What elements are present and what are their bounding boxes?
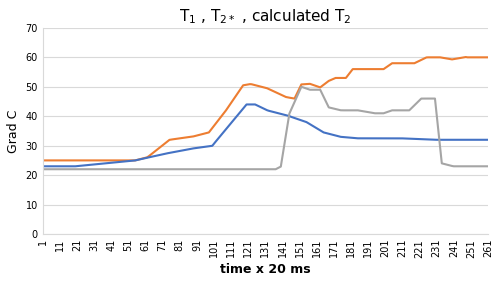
Y-axis label: Grad C: Grad C	[7, 109, 20, 153]
X-axis label: time x 20 ms: time x 20 ms	[220, 263, 310, 276]
Title: T$_1$ , T$_{2*}$ , calculated T$_2$: T$_1$ , T$_{2*}$ , calculated T$_2$	[179, 7, 352, 26]
